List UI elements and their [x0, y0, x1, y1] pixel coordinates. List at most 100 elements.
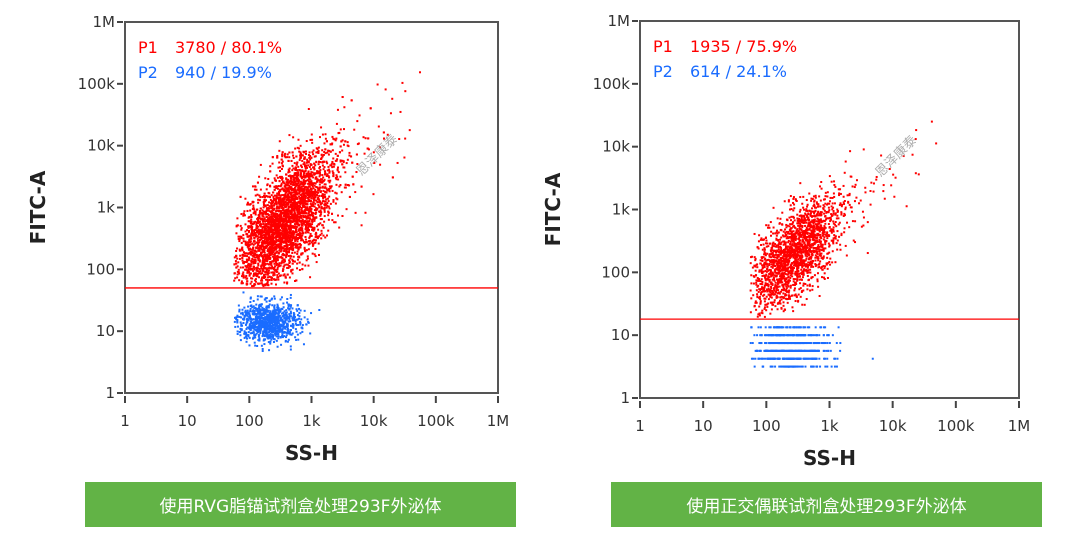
scatter-point-p2 — [264, 312, 267, 315]
scatter-point-p1 — [290, 270, 293, 273]
scatter-point-p1 — [323, 166, 326, 169]
scatter-point-p1 — [326, 151, 329, 154]
scatter-point-p1 — [286, 263, 289, 266]
scatter-point-p1 — [249, 265, 252, 268]
scatter-point-p2 — [243, 306, 246, 309]
scatter-point-p1 — [312, 229, 315, 232]
scatter-point-p1 — [293, 187, 296, 190]
scatter-point-p1 — [241, 249, 244, 252]
scatter-point-p1 — [282, 253, 285, 256]
scatter-point-p1 — [273, 204, 276, 207]
scatter-point-p1 — [254, 260, 257, 263]
scatter-point-p1 — [250, 232, 253, 235]
scatter-point-p1 — [307, 182, 310, 185]
scatter-point-p1 — [237, 268, 240, 271]
scatter-point-p1 — [276, 156, 279, 159]
scatter-point-p1 — [342, 160, 345, 163]
scatter-point-p1 — [266, 250, 269, 253]
scatter-point-p1 — [262, 222, 265, 225]
scatter-point-p1 — [339, 145, 342, 148]
scatter-point-p2 — [271, 319, 274, 322]
scatter-point-p2 — [247, 305, 250, 308]
scatter-point-p1 — [294, 147, 297, 150]
scatter-point-p1 — [274, 199, 277, 202]
scatter-point-p1 — [272, 235, 275, 238]
scatter-point-p2 — [277, 330, 280, 333]
scatter-point-p1 — [314, 164, 317, 167]
scatter-point-p2 — [278, 319, 281, 322]
scatter-point-p1 — [264, 256, 267, 259]
scatter-point-p1 — [824, 222, 827, 225]
scatter-point-p2 — [289, 320, 292, 323]
scatter-point-p1 — [285, 243, 288, 246]
scatter-point-p1 — [289, 199, 292, 202]
scatter-point-p1 — [253, 188, 256, 191]
scatter-point-p1 — [323, 193, 326, 196]
scatter-point-p2 — [251, 332, 254, 335]
scatter-point-p1 — [294, 176, 297, 179]
scatter-point-p1 — [311, 205, 314, 208]
scatter-point-p2 — [266, 325, 269, 328]
scatter-point-p1 — [300, 237, 303, 240]
scatter-point-p1 — [308, 219, 311, 222]
scatter-point-p1 — [294, 246, 297, 249]
scatter-point-p2 — [260, 295, 263, 298]
scatter-point-p1 — [274, 257, 277, 260]
scatter-point-p1 — [279, 188, 282, 191]
scatter-point-p1 — [246, 201, 249, 204]
scatter-point-p1 — [310, 133, 313, 136]
scatter-point-p2 — [259, 308, 262, 311]
scatter-point-p1 — [249, 282, 252, 285]
scatter-point-p1 — [280, 202, 283, 205]
scatter-point-p1 — [332, 175, 335, 178]
scatter-point-p1 — [287, 181, 290, 184]
scatter-point-p1 — [283, 245, 286, 248]
scatter-point-p1 — [330, 164, 333, 167]
scatter-point-p2 — [282, 302, 285, 305]
scatter-point-p1 — [300, 253, 303, 256]
scatter-point-p1 — [283, 250, 286, 253]
scatter-point-p1 — [301, 230, 304, 233]
scatter-point-p2 — [258, 306, 261, 309]
scatter-point-p1 — [291, 221, 294, 224]
x-tick-label: 100 — [235, 412, 264, 430]
scatter-point-p1 — [301, 192, 304, 195]
scatter-point-p1 — [282, 189, 285, 192]
scatter-point-p1 — [270, 277, 273, 280]
scatter-point-p1 — [259, 209, 262, 212]
scatter-point-p1 — [823, 231, 826, 234]
scatter-point-p1 — [275, 278, 278, 281]
scatter-point-p1 — [279, 210, 282, 213]
scatter-point-p2 — [291, 317, 294, 320]
scatter-point-p1 — [307, 223, 310, 226]
scatter-point-p2 — [277, 308, 280, 311]
scatter-point-p1 — [290, 177, 293, 180]
scatter-point-p1 — [307, 264, 310, 267]
scatter-point-p1 — [328, 170, 331, 173]
scatter-point-p1 — [311, 211, 314, 214]
scatter-point-p1 — [291, 207, 294, 210]
scatter-point-p1 — [263, 200, 266, 203]
scatter-point-p1 — [267, 225, 270, 228]
scatter-point-p1 — [275, 201, 278, 204]
scatter-point-p1 — [317, 160, 320, 163]
scatter-point-p1 — [244, 240, 247, 243]
scatter-point-p2 — [245, 322, 248, 325]
scatter-point-p2 — [255, 322, 258, 325]
scatter-point-p2 — [256, 310, 259, 313]
scatter-point-p1 — [811, 285, 814, 288]
scatter-point-p1 — [278, 225, 281, 228]
scatter-point-p1 — [271, 223, 274, 226]
scatter-point-p1 — [270, 221, 273, 224]
scatter-point-p1 — [320, 156, 323, 159]
scatter-point-p1 — [323, 142, 326, 145]
scatter-point-p1 — [290, 210, 293, 213]
scatter-point-p1 — [262, 245, 265, 248]
scatter-point-p1 — [309, 178, 312, 181]
scatter-point-p1 — [274, 217, 277, 220]
scatter-point-p1 — [242, 251, 245, 254]
scatter-point-p1 — [265, 209, 268, 212]
scatter-point-p1 — [261, 260, 264, 263]
scatter-point-p1 — [266, 273, 269, 276]
scatter-point-p1 — [302, 221, 305, 224]
